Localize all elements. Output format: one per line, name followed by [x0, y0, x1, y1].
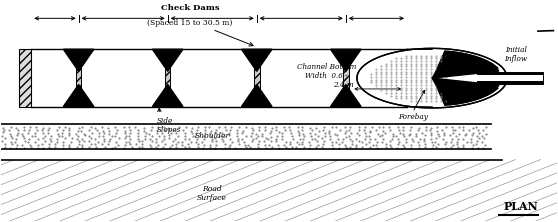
Text: Side
Slopes: Side Slopes: [157, 117, 181, 134]
Text: Forebay: Forebay: [398, 113, 427, 121]
Wedge shape: [432, 50, 499, 78]
Text: Channel Bottom: Channel Bottom: [297, 63, 356, 71]
Bar: [165, 49, 170, 107]
Polygon shape: [63, 85, 94, 107]
Polygon shape: [242, 85, 272, 107]
Text: Check Dams: Check Dams: [161, 4, 219, 12]
Bar: [477, 75, 543, 81]
Polygon shape: [330, 85, 361, 107]
Text: (Spaced 15 to 30.5 m): (Spaced 15 to 30.5 m): [147, 20, 233, 28]
Polygon shape: [432, 78, 499, 105]
Polygon shape: [242, 49, 272, 71]
Polygon shape: [152, 85, 183, 107]
Bar: [477, 72, 543, 84]
Text: Road
Surface: Road Surface: [198, 185, 227, 202]
Text: Initial
Inflow: Initial Inflow: [504, 46, 527, 63]
Bar: [76, 49, 81, 107]
Text: Width  0.6 -: Width 0.6 -: [305, 72, 348, 80]
Polygon shape: [152, 49, 183, 71]
Polygon shape: [432, 52, 499, 78]
Bar: [343, 49, 349, 107]
Text: 2.4 m: 2.4 m: [333, 81, 353, 89]
Text: Shoulder: Shoulder: [195, 132, 230, 140]
Wedge shape: [432, 78, 499, 106]
Bar: [254, 49, 259, 107]
Bar: [19, 49, 31, 107]
Polygon shape: [330, 49, 361, 71]
Text: PLAN: PLAN: [503, 202, 538, 212]
Polygon shape: [63, 49, 94, 71]
